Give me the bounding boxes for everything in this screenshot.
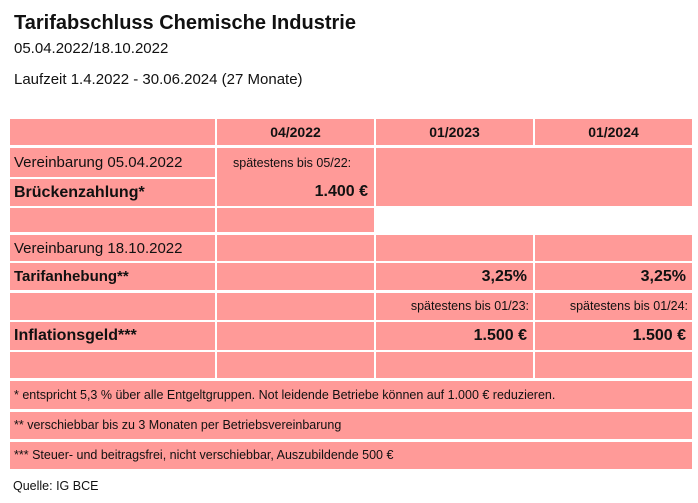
empty-merged-cell (376, 148, 692, 206)
empty-cell (10, 208, 215, 232)
footnote-3: *** Steuer- und beitragsfrei, nicht vers… (10, 442, 692, 469)
bridge-payment-note: spätestens bis 05/22: (233, 156, 352, 170)
inflation-label: Inflationsgeld*** (10, 322, 215, 350)
empty-cell (535, 235, 692, 261)
header-empty-cell (10, 119, 215, 145)
source-credit: Quelle: IG BCE (13, 479, 99, 493)
raise-2024-value: 3,25% (535, 263, 692, 290)
bridge-payment-label: Brückenzahlung* (10, 179, 215, 206)
agreement-1-label: Vereinbarung 05.04.2022 (10, 148, 215, 177)
raise-label: Tarifanhebung** (10, 263, 215, 290)
bridge-payment-value: 1.400 € (314, 183, 368, 200)
empty-cell (376, 352, 533, 378)
inflation-2024-note: spätestens bis 01/24: (535, 293, 692, 320)
empty-cell (217, 293, 374, 320)
agreement-2-label: Vereinbarung 18.10.2022 (10, 235, 215, 261)
term-text: Laufzeit 1.4.2022 - 30.06.2024 (27 Monat… (14, 71, 303, 88)
column-header-01-2024: 01/2024 (535, 119, 692, 145)
empty-cell (10, 293, 215, 320)
raise-2023-value: 3,25% (376, 263, 533, 290)
empty-cell (535, 352, 692, 378)
agreement-dates: 05.04.2022/18.10.2022 (14, 40, 169, 57)
footnote-1: * entspricht 5,3 % über alle Entgeltgrup… (10, 381, 692, 409)
inflation-2023-note: spätestens bis 01/23: (376, 293, 533, 320)
empty-cell (217, 263, 374, 290)
inflation-2023-value: 1.500 € (376, 322, 533, 350)
column-header-04-2022: 04/2022 (217, 119, 374, 145)
page-title: Tarifabschluss Chemische Industrie (14, 12, 356, 34)
inflation-2024-value: 1.500 € (535, 322, 692, 350)
footnote-2: ** verschiebbar bis zu 3 Monaten per Bet… (10, 412, 692, 439)
empty-cell (217, 208, 374, 232)
empty-cell (217, 235, 374, 261)
empty-cell (376, 235, 533, 261)
empty-cell (10, 352, 215, 378)
column-header-01-2023: 01/2023 (376, 119, 533, 145)
empty-cell (217, 322, 374, 350)
bridge-payment-cell: spätestens bis 05/22: 1.400 € (217, 148, 374, 206)
empty-cell (217, 352, 374, 378)
